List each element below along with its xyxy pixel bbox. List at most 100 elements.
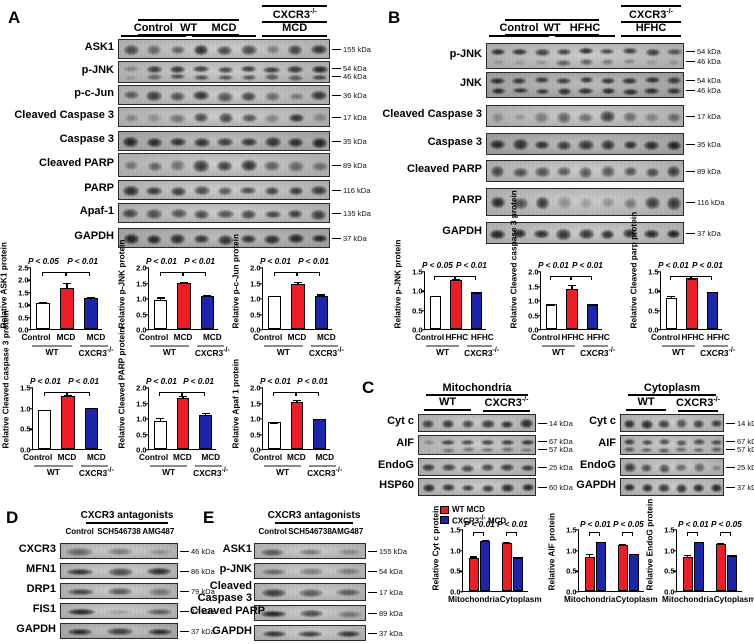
error-cap-1-0: [717, 543, 725, 545]
genotype-underline-top: [621, 5, 681, 7]
error-cap-0: [156, 297, 165, 299]
blot-band: [240, 186, 256, 195]
y-axis-label: Relative Cleaved parp protein: [628, 211, 639, 329]
error-cap-0-0: [684, 554, 692, 557]
blot-bands: [119, 62, 329, 82]
bracket-1: [719, 532, 732, 536]
blot-bands: [419, 436, 535, 454]
mw-tick: [180, 571, 189, 572]
mw-label: 57 kDa: [549, 445, 573, 454]
mw-tick: [332, 95, 341, 96]
y-tick-mark: [575, 591, 579, 593]
mw-marker: 155 kDa: [332, 45, 371, 54]
mw-label: 37 kDa: [379, 629, 403, 638]
blot-band: [108, 587, 133, 596]
p-value-0: P < 0.01: [146, 256, 177, 266]
p-value-1: P < 0.01: [68, 376, 99, 386]
blot-strip: [60, 543, 178, 559]
error-cap-0-0: [586, 553, 594, 556]
blot-band: [193, 66, 209, 72]
bar-chart-a6: Relative Apaf 1 protein Control MCD MCD WT CX…: [231, 359, 390, 500]
y-axis-label: Relative p-c-Jun protein: [230, 233, 241, 329]
mw-marker: 60 kDa: [538, 483, 573, 492]
y-tick-mark: [575, 549, 579, 552]
mw-label: 14 kDa: [737, 419, 754, 428]
blot-band: [622, 59, 637, 65]
blot-band: [263, 631, 287, 638]
mw-marker: 37 kDa: [332, 234, 367, 243]
genotype-underline: [138, 34, 240, 36]
y-tick-label: 1.0: [18, 300, 29, 310]
y-tick-mark: [575, 570, 579, 573]
blot-band: [500, 447, 515, 452]
blot-band: [641, 419, 654, 429]
group-label-0: WT: [162, 347, 176, 357]
y-tick-mark: [537, 329, 541, 331]
blot-strip: [486, 160, 684, 182]
y-tick-label: 1.0: [528, 296, 539, 306]
mw-tick: [726, 467, 735, 468]
blot-band: [264, 137, 281, 147]
y-tick-label: 1.0: [20, 404, 31, 414]
y-tick-label: 2.0: [250, 263, 261, 273]
blot-name: EndoG: [377, 459, 414, 471]
blot-band: [622, 78, 637, 85]
y-tick-label: 1.0: [566, 546, 577, 556]
blot-strip: [254, 625, 366, 641]
blot-band: [520, 464, 534, 472]
blot-band: [490, 166, 505, 178]
y-axis-label: Relative AIF protein: [546, 512, 557, 591]
blot-band: [335, 568, 362, 576]
blot-band: [535, 196, 550, 209]
mw-marker: 37 kDa: [368, 629, 403, 638]
bar-chart-a2: Relative p-JNK protein Control MCD MCD WT CXC…: [117, 239, 278, 380]
blot-band: [218, 112, 233, 123]
blot-band: [288, 234, 304, 244]
error-cap-0: [40, 409, 49, 412]
p-value-0: P < 0.01: [146, 376, 177, 386]
blot-name: Caspase 3: [427, 136, 482, 148]
y-tick-label: 2.0: [528, 267, 539, 277]
genotype-underline: [621, 20, 681, 23]
blot-bands: [255, 626, 365, 640]
blot-band: [513, 88, 528, 94]
blot-band: [490, 48, 506, 55]
plot-area: 0.0 0.5 1.0 1.5: [566, 526, 644, 597]
blot-band: [666, 229, 681, 239]
bar-0-0: [468, 557, 479, 591]
blot-band: [260, 610, 287, 618]
group-underline-0: [34, 465, 73, 467]
y-tick-mark: [259, 433, 263, 436]
blot-band: [311, 137, 327, 148]
blot-band: [147, 45, 162, 56]
error-cap-2: [203, 294, 212, 297]
p-value-0: P < 0.01: [538, 260, 569, 270]
blot-band: [288, 75, 304, 81]
blot-strip: [60, 583, 178, 599]
x-category-2: MCD: [315, 453, 335, 462]
blot-band: [623, 197, 638, 210]
bracket-1: [67, 392, 91, 396]
group-label-0: WT: [436, 347, 450, 357]
blot-band: [557, 88, 572, 96]
blot-band: [422, 447, 435, 453]
mw-marker: 46 kDa: [332, 72, 367, 81]
blot-band: [123, 75, 139, 81]
blot-band: [240, 138, 257, 147]
mw-label: 54 kDa: [697, 46, 721, 56]
error-cap-0-0: [470, 556, 478, 558]
blot-band: [461, 439, 475, 445]
y-tick-label: 0.0: [20, 445, 31, 455]
blot-band: [535, 166, 550, 178]
mw-marker: 25 kDa: [538, 463, 573, 472]
blot-bands: [255, 564, 365, 578]
blot-band: [490, 196, 506, 208]
blot-band: [192, 160, 209, 172]
y-tick-mark: [537, 271, 541, 273]
bracket-0: [670, 276, 691, 280]
superscript: -/-: [335, 467, 343, 474]
blot-band: [623, 228, 638, 239]
bracket-0: [273, 392, 296, 396]
y-tick-mark: [145, 418, 149, 420]
blot-band: [557, 111, 571, 123]
